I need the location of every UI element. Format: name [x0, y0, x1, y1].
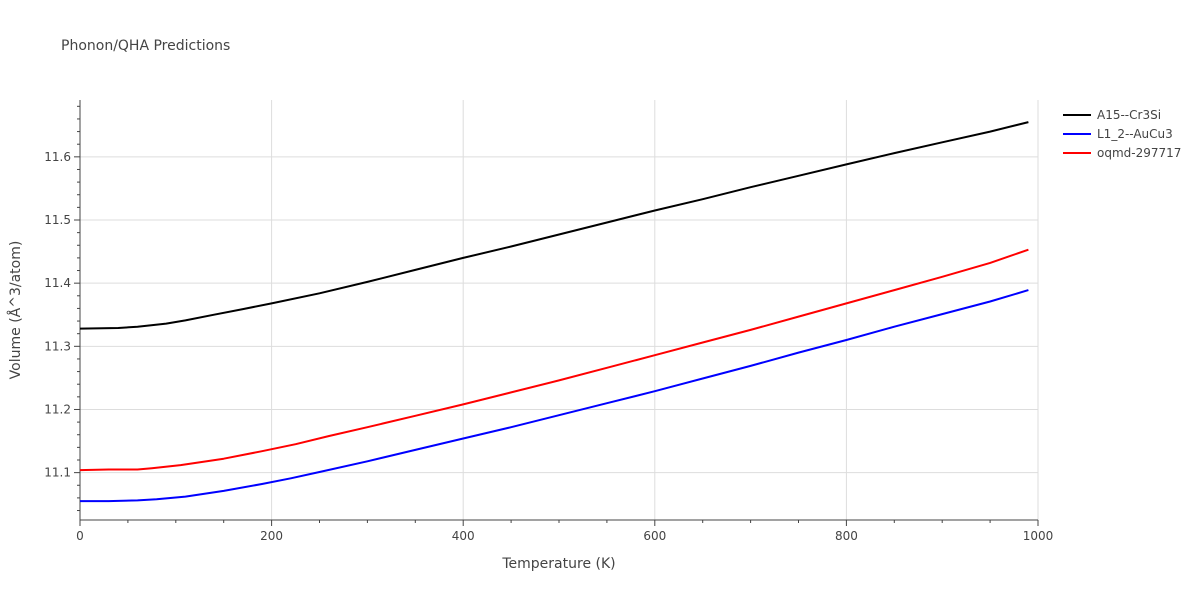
legend-label: oqmd-297717 [1097, 146, 1181, 160]
legend[interactable]: A15--Cr3Si L1_2--AuCu3 oqmd-297717 [1063, 108, 1181, 160]
chart-title: Phonon/QHA Predictions [61, 38, 230, 54]
x-tick-label: 600 [643, 529, 666, 543]
axes-layer: 0 200 400 600 800 1000 11.1 11.2 11.3 11.4 11.5 11.… [44, 100, 1053, 543]
x-tick-label: 800 [835, 529, 858, 543]
y-axis-title: Volume (Å^3/atom) [7, 241, 24, 380]
legend-label: L1_2--AuCu3 [1097, 127, 1173, 141]
series-line[interactable] [79, 121, 1029, 330]
y-tick-label: 11.1 [44, 466, 71, 480]
y-tick-label: 11.4 [44, 276, 71, 290]
x-tick-label: 0 [76, 529, 84, 543]
x-tick-label: 1000 [1023, 529, 1054, 543]
series-line[interactable] [80, 289, 1029, 503]
grid-layer [80, 100, 1039, 520]
x-tick-label: 400 [452, 529, 475, 543]
legend-label: A15--Cr3Si [1097, 108, 1161, 122]
legend-item[interactable]: oqmd-297717 [1063, 146, 1181, 160]
legend-item[interactable]: L1_2--AuCu3 [1063, 127, 1173, 141]
y-tick-label: 11.6 [44, 150, 71, 164]
x-tick-label: 200 [260, 529, 283, 543]
y-tick-label: 11.3 [44, 339, 71, 353]
y-tick-label: 11.2 [44, 402, 71, 416]
y-tick-label: 11.5 [44, 213, 71, 227]
series-layer [79, 121, 1029, 503]
x-axis-title: Temperature (K) [501, 556, 615, 572]
legend-item[interactable]: A15--Cr3Si [1063, 108, 1161, 122]
series-line[interactable] [79, 248, 1029, 472]
